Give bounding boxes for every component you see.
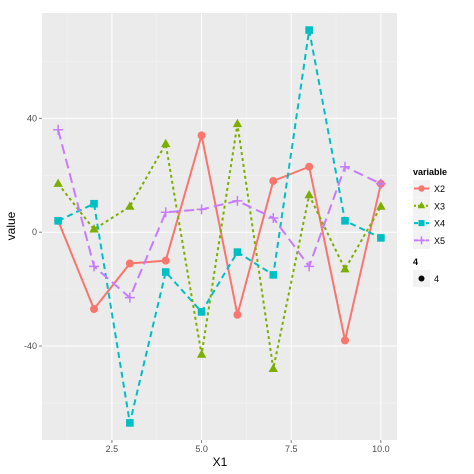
x-axis: 2.5 5.0 7.5 10.0: [106, 440, 390, 454]
data-point: [196, 204, 207, 215]
series-layer: [53, 26, 386, 427]
data-point: [341, 336, 350, 345]
y-axis: -40 0 40: [24, 113, 42, 351]
data-point: [232, 195, 243, 206]
data-point: [269, 176, 278, 185]
data-point: [90, 199, 98, 208]
data-point: [161, 138, 171, 148]
data-point: [124, 292, 135, 303]
y-tick-label: 40: [27, 113, 37, 123]
data-point: [161, 268, 170, 276]
data-point: [125, 201, 135, 210]
x-tick-label: 10.0: [372, 444, 390, 454]
series-x4: [54, 26, 385, 427]
y-axis-title: value: [4, 211, 18, 240]
legend-color-title: variable: [413, 167, 447, 177]
legend-size-title: 4: [413, 257, 418, 267]
x-axis-title: X1: [213, 455, 228, 469]
data-point: [232, 118, 243, 128]
legend-entry: X5: [413, 231, 445, 249]
legend-label: X2: [434, 184, 445, 194]
data-point: [268, 363, 278, 372]
legend: variable X2 X3 X4 X5 4 4: [413, 167, 447, 287]
legend-label: X4: [434, 219, 445, 229]
data-point: [160, 207, 171, 218]
data-point: [126, 419, 134, 427]
data-point: [304, 261, 315, 272]
major-gridlines: [42, 13, 397, 440]
data-point: [375, 178, 386, 189]
data-point: [377, 234, 385, 242]
series-x3: [53, 118, 386, 372]
legend-key-marker: [418, 185, 425, 192]
series-line: [57, 123, 382, 370]
series-x2: [54, 131, 385, 345]
data-point: [269, 271, 278, 279]
legend-entry: X3: [413, 197, 445, 215]
data-point: [305, 162, 314, 171]
data-point: [233, 310, 242, 319]
series-line: [57, 129, 382, 300]
data-point: [197, 131, 206, 140]
series-line: [57, 29, 382, 424]
data-point: [197, 308, 206, 316]
x-tick-label: 7.5: [285, 444, 298, 454]
legend-keys: X2 X3 X4 X5: [413, 180, 445, 249]
legend-key-marker: [417, 201, 426, 209]
data-point: [89, 224, 99, 233]
legend-entry: X4: [413, 214, 445, 232]
data-point: [125, 259, 134, 268]
data-point: [53, 178, 63, 187]
series-line: [57, 135, 382, 341]
data-point: [376, 201, 386, 210]
data-point: [340, 264, 350, 273]
data-point: [304, 189, 314, 199]
minor-gridlines: [42, 13, 397, 440]
y-tick-label: 0: [32, 227, 37, 237]
data-point: [268, 212, 279, 223]
data-point: [341, 217, 349, 225]
data-point: [161, 256, 170, 265]
legend-entry: X2: [413, 180, 445, 197]
data-point: [88, 261, 99, 272]
legend-size-marker: [418, 275, 425, 282]
data-point: [53, 124, 64, 135]
data-point: [54, 217, 62, 225]
y-tick-label: -40: [24, 341, 37, 351]
legend-size-label: 4: [434, 274, 439, 284]
data-point: [89, 305, 98, 314]
series-x5: [53, 124, 386, 303]
x-tick-label: 2.5: [106, 444, 119, 454]
data-point: [233, 248, 242, 256]
legend-key-marker: [418, 220, 425, 227]
legend-key-marker: [417, 236, 426, 245]
legend-label: X3: [434, 201, 445, 211]
data-point: [196, 349, 207, 358]
data-point: [305, 26, 313, 34]
data-point: [340, 161, 351, 172]
x-tick-label: 5.0: [195, 444, 208, 454]
legend-label: X5: [434, 236, 445, 246]
